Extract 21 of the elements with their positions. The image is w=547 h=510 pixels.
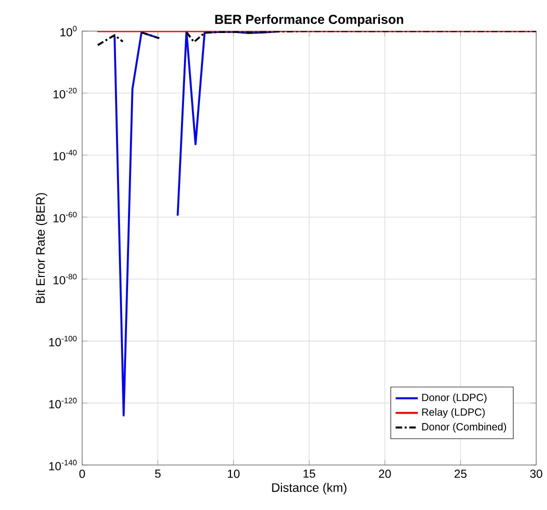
x-tick-label: 5 (155, 470, 161, 478)
y-tick-label: 10$^{-120}$ (49, 398, 77, 408)
y-tick-label: 10$^{-100}$ (49, 336, 77, 346)
x-tick-label: 0 (79, 470, 85, 478)
y-tick-label: 10$^{0}$ (60, 26, 77, 36)
y-axis-title: Bit Error Rate (BER) (36, 193, 48, 303)
legend-label: Donor (LDPC) (422, 394, 486, 404)
x-tick-label: 30 (530, 470, 542, 478)
x-tick-label: 25 (454, 470, 467, 478)
y-tick-label: 10$^{-60}$ (54, 212, 77, 222)
x-tick-label: 20 (378, 470, 391, 478)
x-tick-label: 15 (304, 470, 316, 478)
legend-label: Donor (Combined) (422, 422, 506, 433)
y-tick-label: 10$^{-80}$ (54, 274, 77, 284)
y-tick-label: 10$^{-140}$ (49, 460, 77, 470)
chart-title: BER Performance Comparison (215, 14, 404, 27)
x-tick-label: 10 (228, 470, 240, 478)
y-tick-label: 10$^{-20}$ (54, 88, 77, 98)
x-axis-title: Distance (km) (272, 483, 346, 494)
legend-label: Relay (LDPC) (422, 408, 485, 418)
y-tick-label: 10$^{-40}$ (54, 150, 77, 160)
